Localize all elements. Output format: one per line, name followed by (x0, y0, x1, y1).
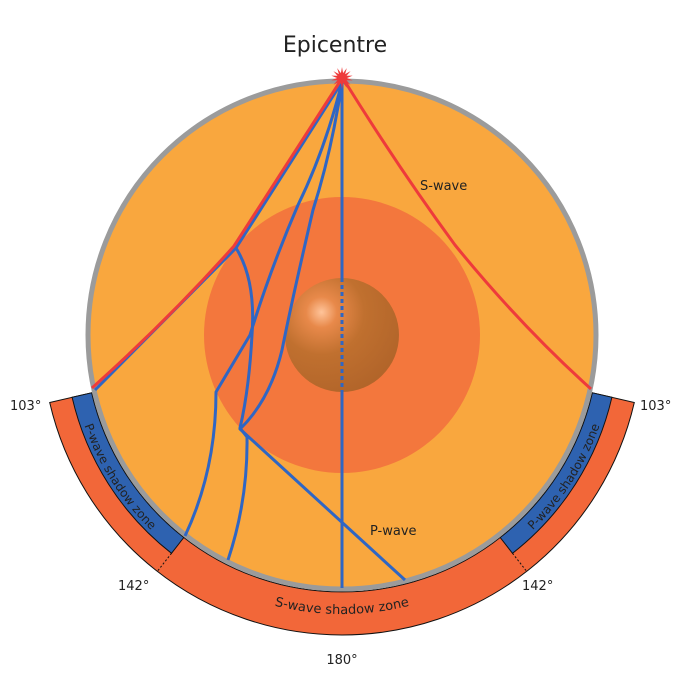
p-wave-ray (226, 247, 255, 561)
s-wave-shadow-zone-band (49, 392, 635, 636)
s-wave-label: S-wave (420, 179, 467, 194)
s-wave-ray-left (90, 79, 343, 390)
p-wave-ray (238, 81, 407, 582)
angle-142-left: 142° (118, 579, 149, 594)
p-wave-shadow-zone-band-right (499, 392, 613, 555)
s-wave-rays (90, 79, 593, 391)
p-wave-ray (183, 81, 344, 537)
angle-103-right: 103° (640, 399, 671, 414)
angle-103-left: 103° (10, 399, 41, 414)
angle-142-right: 142° (522, 579, 553, 594)
epicentre-title: Epicentre (283, 33, 387, 58)
epicentre-star-icon (331, 67, 353, 89)
p-wave-label: P-wave (370, 524, 417, 539)
p-wave-rays (93, 81, 407, 588)
s-wave-ray-right (342, 79, 593, 391)
p-wave-shadow-zone-band-left (71, 392, 185, 555)
angle-180: 180° (326, 653, 357, 668)
